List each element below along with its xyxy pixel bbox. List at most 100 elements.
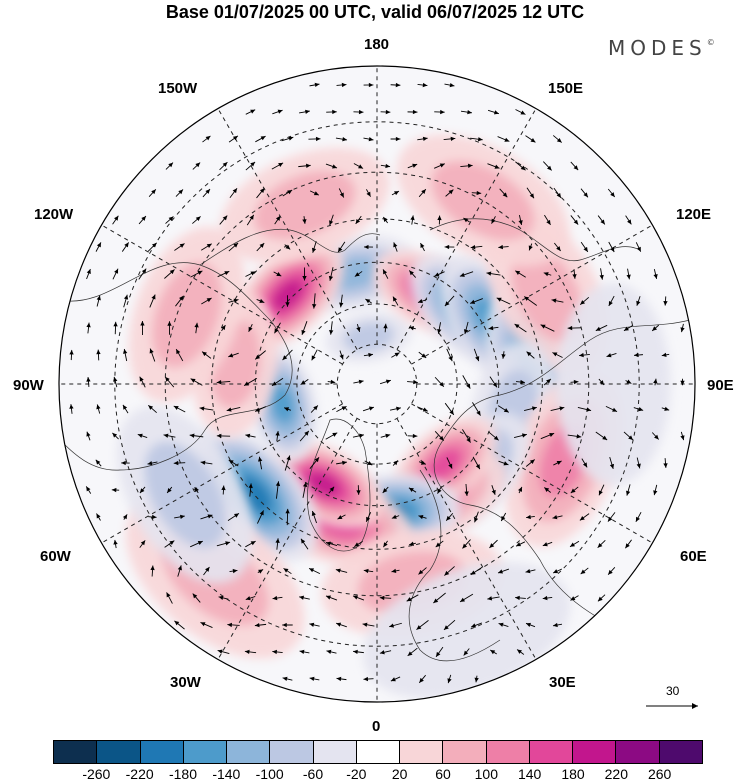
wind-arrow xyxy=(229,568,238,574)
wind-arrow-head xyxy=(420,460,426,465)
wind-arrow xyxy=(544,214,551,226)
wind-arrow-head xyxy=(95,459,101,465)
wind-arrow-head xyxy=(302,482,308,488)
wind-arrow xyxy=(542,541,553,547)
wind-arrow xyxy=(636,457,641,469)
wind-arrow-head xyxy=(96,295,101,301)
wind-arrow-head xyxy=(302,275,307,281)
wind-arrow-head xyxy=(556,246,561,251)
wind-arrow xyxy=(86,268,91,280)
wind-arrow xyxy=(256,187,265,199)
wind-arrow xyxy=(418,351,427,359)
wind-arrow-head xyxy=(277,109,283,114)
wind-arrow xyxy=(309,622,320,627)
wind-arrow-head xyxy=(228,459,234,465)
wind-arrow-head xyxy=(444,301,450,307)
wind-arrow xyxy=(472,402,481,416)
latitude-circle xyxy=(211,218,543,550)
wind-arrow xyxy=(271,162,284,170)
wind-arrow xyxy=(227,622,240,628)
wind-arrow-head xyxy=(192,593,198,599)
wind-arrow-head xyxy=(216,433,222,439)
wind-arrow xyxy=(663,296,668,306)
wind-arrow-head xyxy=(147,460,153,466)
wind-arrow xyxy=(95,242,102,252)
wind-arrow-head xyxy=(96,404,101,410)
wind-arrow-head xyxy=(663,300,668,306)
wind-arrow xyxy=(435,540,444,548)
wind-arrow xyxy=(96,295,101,307)
wind-arrow-head xyxy=(301,329,306,335)
wind-arrow-head xyxy=(368,82,374,88)
wind-arrow-head xyxy=(395,82,401,88)
wind-arrow xyxy=(389,406,402,411)
wind-arrow xyxy=(551,298,564,303)
wind-arrow xyxy=(463,648,470,656)
wind-arrow-head xyxy=(150,565,155,571)
wind-arrow-head xyxy=(305,163,311,168)
wind-arrow xyxy=(165,216,174,224)
wind-arrow xyxy=(203,566,210,576)
wind-arrow xyxy=(166,486,173,494)
wind-arrow-head xyxy=(504,137,510,142)
anomaly-cell xyxy=(325,311,412,363)
meridian-line xyxy=(411,403,653,544)
wind-arrow xyxy=(434,109,445,115)
wind-arrow-head xyxy=(335,568,341,573)
wind-arrow-head xyxy=(476,410,481,416)
wind-arrow xyxy=(325,541,338,546)
wind-arrow-head xyxy=(610,247,615,252)
reference-arrow-icon xyxy=(646,703,698,709)
wind-arrow xyxy=(366,189,371,197)
wind-arrow-head xyxy=(498,244,504,250)
wind-arrow-head xyxy=(141,268,147,274)
wind-arrow xyxy=(123,294,129,308)
wind-arrow-head xyxy=(278,162,284,167)
wind-arrow-head xyxy=(195,216,201,222)
wind-arrow xyxy=(626,484,631,496)
wind-arrow xyxy=(309,190,320,196)
wind-arrow xyxy=(491,485,496,495)
wind-arrow xyxy=(623,431,634,441)
wind-arrow xyxy=(607,188,616,198)
wind-arrow-head xyxy=(309,676,315,682)
wind-arrow xyxy=(138,215,147,225)
wind-arrow-head xyxy=(368,136,374,142)
wind-arrow-head xyxy=(528,245,533,251)
wind-arrow-head xyxy=(287,190,293,195)
wind-arrow-head xyxy=(197,541,203,545)
wind-arrow-head xyxy=(446,515,451,521)
wind-arrow xyxy=(96,513,101,521)
meridian-line xyxy=(217,108,358,350)
wind-arrow xyxy=(245,596,256,601)
wind-arrow-head xyxy=(406,597,412,602)
wind-arrow-head xyxy=(609,463,615,469)
wind-arrow xyxy=(550,406,565,411)
wind-arrow-head xyxy=(151,242,157,248)
wind-arrow xyxy=(299,430,310,442)
wind-arrow-head xyxy=(139,376,144,382)
wind-arrow xyxy=(355,215,362,225)
wind-arrow xyxy=(301,321,308,335)
wind-arrow xyxy=(312,293,317,309)
wind-arrow-head xyxy=(653,378,658,384)
wind-arrow-head xyxy=(200,460,206,465)
wind-arrow xyxy=(515,270,526,278)
wind-arrow-head xyxy=(339,192,344,198)
wind-arrow xyxy=(140,321,145,335)
wind-arrow xyxy=(175,348,184,362)
wind-arrow-head xyxy=(332,164,338,169)
wind-arrow-head xyxy=(313,191,319,196)
wind-arrow-head xyxy=(325,595,331,600)
wind-arrow xyxy=(462,429,471,443)
wind-arrow xyxy=(460,163,473,169)
wind-arrow xyxy=(311,241,317,253)
wind-arrow-head xyxy=(553,622,558,628)
lon-label-60w: 60W xyxy=(40,548,71,565)
wind-arrow xyxy=(325,163,338,169)
wind-arrow xyxy=(470,244,483,250)
wind-arrow-head xyxy=(285,508,290,514)
wind-arrow-head xyxy=(250,109,256,114)
wind-arrow xyxy=(595,324,608,332)
wind-arrow-head xyxy=(437,488,442,494)
